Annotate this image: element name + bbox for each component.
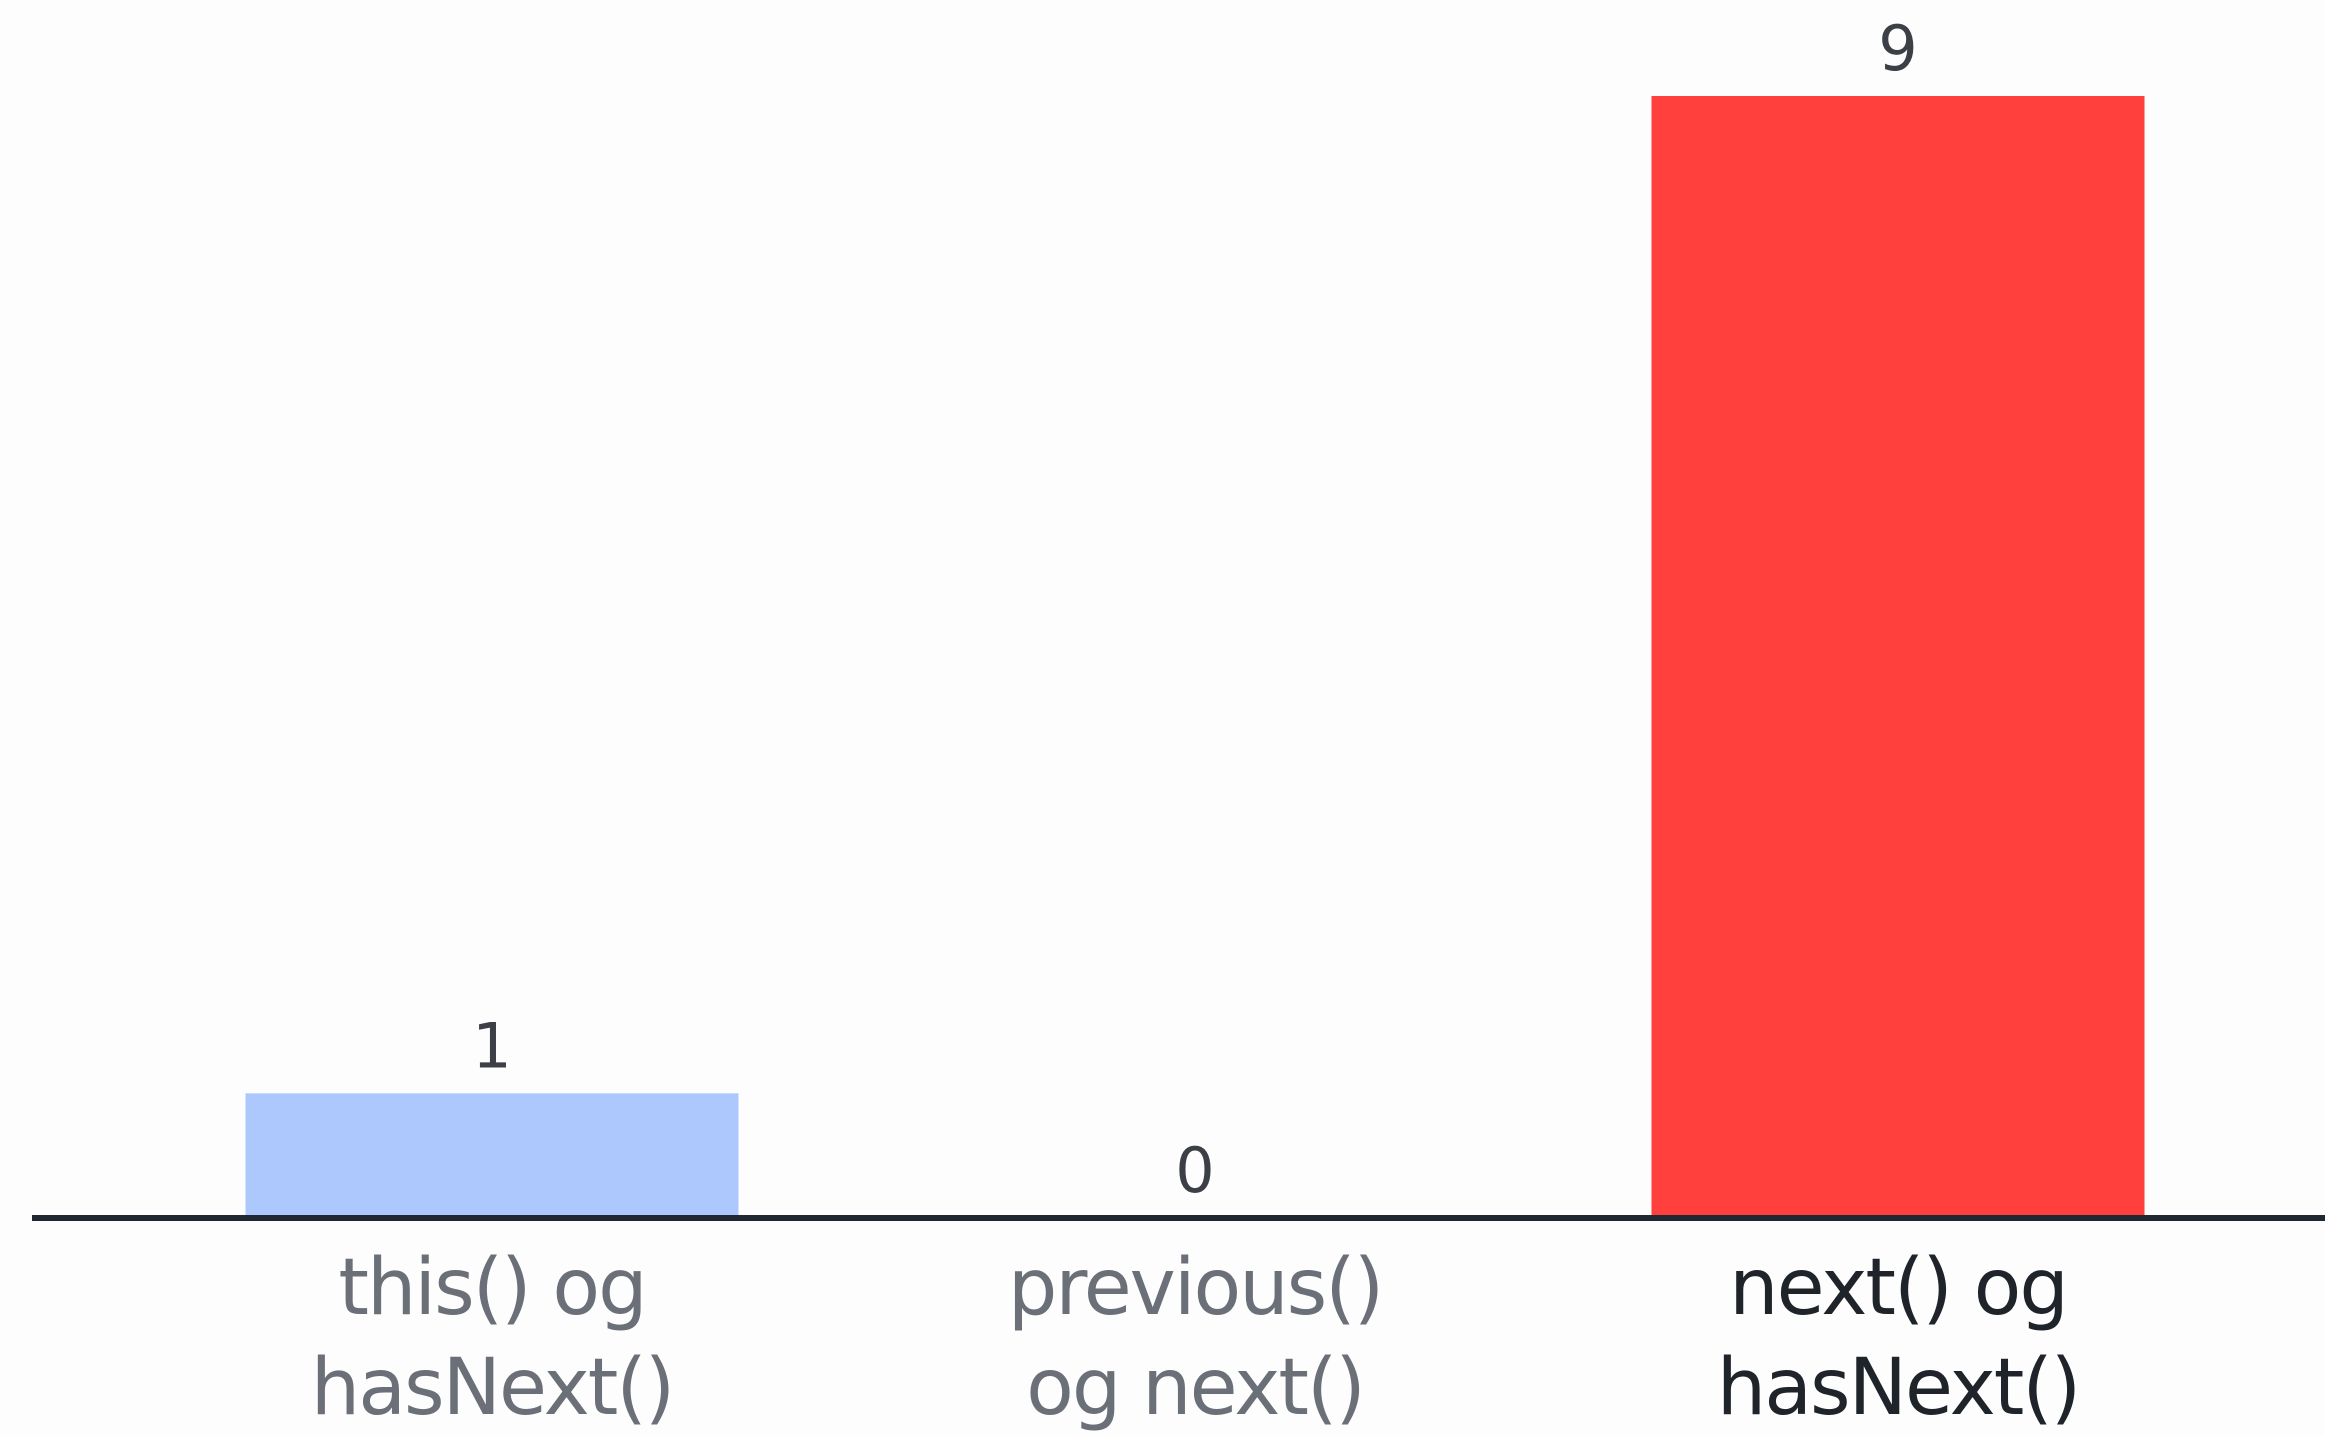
value-label-2: 9 (1878, 12, 1917, 85)
value-labels-group: 1 0 9 (472, 12, 1917, 1207)
bar-0 (245, 1093, 739, 1215)
bar-2 (1651, 96, 2145, 1215)
category-label-1-line-1: og next() (1026, 1343, 1364, 1433)
category-label-1-line-0: previous() (1008, 1243, 1382, 1333)
bars-group (245, 96, 2145, 1215)
category-label-2-line-0: next() og (1729, 1243, 2067, 1333)
value-label-0: 1 (472, 1009, 511, 1082)
category-label-0-line-0: this() og (338, 1243, 645, 1333)
category-label-0-line-1: hasNext() (311, 1343, 673, 1433)
value-label-1: 0 (1175, 1134, 1214, 1207)
category-labels-group: this() og hasNext() previous() og next() nex… (311, 1243, 2081, 1433)
category-label-2-line-1: hasNext() (1717, 1343, 2079, 1433)
